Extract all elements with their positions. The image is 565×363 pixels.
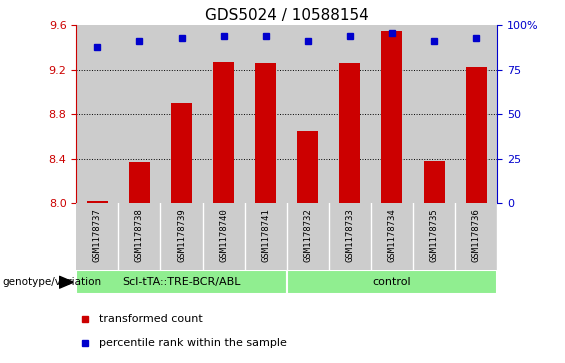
Bar	[287, 270, 497, 294]
Bar	[371, 203, 413, 270]
Polygon shape	[59, 276, 73, 288]
Bar	[119, 203, 160, 270]
Bar	[329, 203, 371, 270]
Bar	[171, 103, 192, 203]
Text: GSM1178733: GSM1178733	[345, 209, 354, 262]
Bar	[340, 63, 360, 203]
Bar	[87, 201, 108, 203]
Text: transformed count: transformed count	[99, 314, 203, 324]
Bar	[160, 203, 202, 270]
Title: GDS5024 / 10588154: GDS5024 / 10588154	[205, 8, 368, 23]
Text: GSM1178741: GSM1178741	[261, 209, 270, 262]
Bar	[424, 161, 445, 203]
Text: GSM1178735: GSM1178735	[429, 209, 438, 262]
Bar	[76, 270, 287, 294]
Bar	[381, 31, 402, 203]
Text: genotype/variation: genotype/variation	[3, 277, 102, 287]
Bar	[413, 203, 455, 270]
Text: Scl-tTA::TRE-BCR/ABL: Scl-tTA::TRE-BCR/ABL	[122, 277, 241, 287]
Bar	[455, 203, 497, 270]
Bar	[76, 25, 119, 203]
Bar	[297, 131, 318, 203]
Text: percentile rank within the sample: percentile rank within the sample	[99, 338, 287, 348]
Text: GSM1178737: GSM1178737	[93, 209, 102, 262]
Text: GSM1178740: GSM1178740	[219, 209, 228, 262]
Text: GSM1178739: GSM1178739	[177, 209, 186, 262]
Bar	[245, 203, 287, 270]
Bar	[255, 63, 276, 203]
Bar	[202, 203, 245, 270]
Bar	[129, 162, 150, 203]
Bar	[119, 25, 160, 203]
Bar	[213, 62, 234, 203]
Bar	[287, 25, 329, 203]
Bar	[76, 203, 119, 270]
Bar	[455, 25, 497, 203]
Bar	[245, 25, 287, 203]
Text: GSM1178734: GSM1178734	[388, 209, 397, 262]
Bar	[202, 25, 245, 203]
Text: GSM1178738: GSM1178738	[135, 209, 144, 262]
Text: GSM1178732: GSM1178732	[303, 209, 312, 262]
Bar	[371, 25, 413, 203]
Bar	[287, 203, 329, 270]
Bar	[329, 25, 371, 203]
Text: control: control	[373, 277, 411, 287]
Bar	[466, 66, 486, 203]
Bar	[413, 25, 455, 203]
Bar	[160, 25, 202, 203]
Text: GSM1178736: GSM1178736	[472, 209, 481, 262]
